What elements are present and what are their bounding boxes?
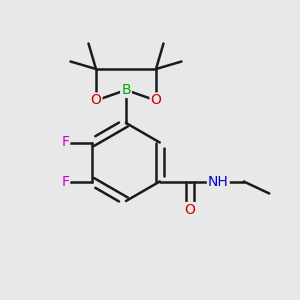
Text: NH: NH (208, 175, 229, 188)
Text: O: O (151, 94, 161, 107)
Text: B: B (121, 83, 131, 97)
Text: F: F (61, 175, 69, 188)
Text: O: O (184, 203, 195, 217)
Text: F: F (61, 136, 69, 149)
Text: O: O (91, 94, 101, 107)
